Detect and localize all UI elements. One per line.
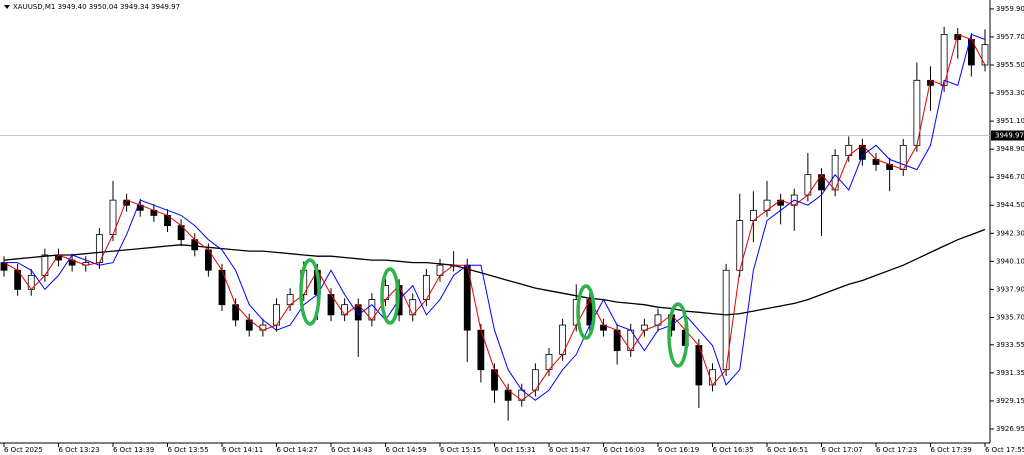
- x-tick-label: 6 Oct 14:27: [277, 446, 318, 454]
- x-tick-label: 6 Oct 16:35: [713, 446, 754, 454]
- y-tick-label: 3926.95: [996, 425, 1024, 433]
- y-tick-label: 3953.30: [996, 89, 1024, 97]
- y-tick-label: 3948.90: [996, 145, 1024, 153]
- current-price-box: [991, 130, 1024, 141]
- header-triangle: [4, 5, 10, 9]
- chart-header: XAUUSD,M1 3949.40 3950.04 3949.34 3949.9…: [13, 3, 180, 11]
- x-tick-label: 6 Oct 13:39: [113, 446, 154, 454]
- y-tick-label: 3929.15: [996, 397, 1024, 405]
- x-tick-label: 6 Oct 2025: [4, 446, 43, 454]
- moving-average-line: [4, 33, 986, 401]
- y-tick-label: 3933.55: [996, 341, 1024, 349]
- current-price-label: 3949.97: [995, 132, 1024, 140]
- highlight-ellipse: [576, 284, 596, 340]
- x-tick-label: 6 Oct 16:51: [767, 446, 808, 454]
- moving-average-line: [3, 33, 986, 401]
- highlight-ellipse: [380, 267, 400, 325]
- x-tick-label: 6 Oct 14:11: [222, 446, 263, 454]
- y-tick-label: 3957.70: [996, 33, 1024, 41]
- y-tick-label: 3942.30: [996, 229, 1024, 237]
- y-tick-label: 3935.70: [996, 313, 1024, 321]
- highlight-ellipse: [299, 258, 321, 326]
- y-tick-label: 3955.50: [996, 61, 1024, 69]
- x-tick-label: 6 Oct 15:31: [495, 446, 536, 454]
- x-tick-label: 6 Oct 16:03: [604, 446, 645, 454]
- x-tick-label: 6 Oct 14:59: [386, 446, 427, 454]
- x-tick-label: 6 Oct 17:23: [876, 446, 917, 454]
- y-tick-label: 3944.50: [996, 201, 1024, 209]
- annotations: [299, 258, 689, 368]
- highlight-ellipse: [667, 302, 689, 368]
- x-tick-label: 6 Oct 14:43: [331, 446, 372, 454]
- x-tick-label: 6 Oct 15:15: [440, 446, 481, 454]
- x-tick-label: 6 Oct 17:55: [985, 446, 1024, 454]
- moving-average-line: [3, 228, 986, 316]
- y-tick-label: 3946.70: [996, 173, 1024, 181]
- x-tick-label: 6 Oct 17:07: [822, 446, 863, 454]
- y-tick-label: 3937.90: [996, 285, 1024, 293]
- x-tick-label: 6 Oct 13:55: [168, 446, 209, 454]
- y-tick-label: 3940.10: [996, 257, 1024, 265]
- y-tick-label: 3931.35: [996, 369, 1024, 377]
- candles: [0, 26, 989, 421]
- x-tick-label: 6 Oct 13:23: [59, 446, 100, 454]
- y-tick-label: 3951.10: [996, 117, 1024, 125]
- x-tick-label: 6 Oct 15:47: [549, 446, 590, 454]
- y-tick-label: 3959.90: [996, 5, 1024, 13]
- x-tick-label: 6 Oct 16:19: [658, 446, 699, 454]
- candle-body: [981, 44, 989, 66]
- x-tick-label: 6 Oct 17:39: [931, 446, 972, 454]
